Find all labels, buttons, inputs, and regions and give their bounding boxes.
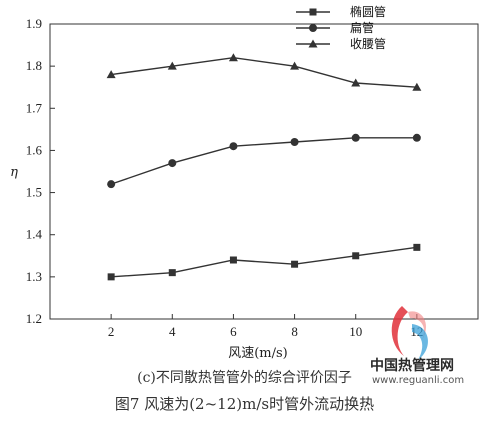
legend-item: 椭圆管 xyxy=(296,4,386,19)
legend-label: 椭圆管 xyxy=(350,4,386,19)
legend-marker xyxy=(309,24,317,32)
data-point xyxy=(291,260,299,268)
y-tick-label: 1.2 xyxy=(26,311,42,326)
legend-label: 收腰管 xyxy=(350,36,386,51)
data-point xyxy=(352,252,360,260)
figure-caption: 图7 风速为(2~12)m/s时管外流动换热 xyxy=(114,395,375,413)
x-tick-label: 8 xyxy=(291,324,298,339)
legend-marker xyxy=(308,39,318,48)
data-point xyxy=(168,269,176,277)
y-tick-label: 1.6 xyxy=(26,142,43,157)
data-point xyxy=(351,78,361,87)
y-tick-label: 1.3 xyxy=(26,269,42,284)
data-point xyxy=(229,256,237,264)
data-point xyxy=(167,61,177,70)
x-tick-label: 10 xyxy=(349,324,362,339)
data-point xyxy=(413,243,421,251)
data-point xyxy=(168,159,177,168)
legend-item: 扁管 xyxy=(296,20,374,35)
series-line xyxy=(111,57,417,88)
data-point xyxy=(412,133,421,142)
data-point xyxy=(107,273,115,281)
series-line xyxy=(110,137,417,185)
data-point xyxy=(351,133,360,142)
data-point xyxy=(290,138,299,146)
y-tick-label: 1.5 xyxy=(26,185,42,200)
data-point xyxy=(290,61,300,70)
x-tick-label: 2 xyxy=(108,324,115,339)
data-point xyxy=(229,142,238,151)
y-tick-label: 1.7 xyxy=(26,100,43,115)
series-triangle xyxy=(106,53,422,91)
legend-marker xyxy=(309,8,317,16)
data-point xyxy=(107,180,116,189)
series-circle xyxy=(107,133,421,189)
series-square xyxy=(107,243,421,281)
watermark-title: 中国热管理网 xyxy=(370,358,454,374)
data-point xyxy=(228,53,238,62)
data-point xyxy=(106,70,116,79)
series-line xyxy=(111,246,417,278)
plot-frame xyxy=(49,23,479,320)
x-tick-label: 4 xyxy=(169,324,176,339)
x-axis-title: 风速(m/s) xyxy=(228,346,288,361)
legend-label: 扁管 xyxy=(350,20,374,35)
subfigure-caption: (c)不同散热管管外的综合评价因子 xyxy=(137,370,352,386)
legend-item: 收腰管 xyxy=(296,36,386,51)
watermark-url: www.reguanli.com xyxy=(372,375,465,386)
watermark-logo xyxy=(378,304,486,384)
y-tick-label: 1.9 xyxy=(26,16,42,31)
y-tick-label: 1.4 xyxy=(26,227,43,242)
y-tick-label: 1.8 xyxy=(26,58,42,73)
y-axis-title: η xyxy=(10,165,18,180)
data-point xyxy=(412,82,422,91)
x-tick-label: 6 xyxy=(230,324,237,339)
